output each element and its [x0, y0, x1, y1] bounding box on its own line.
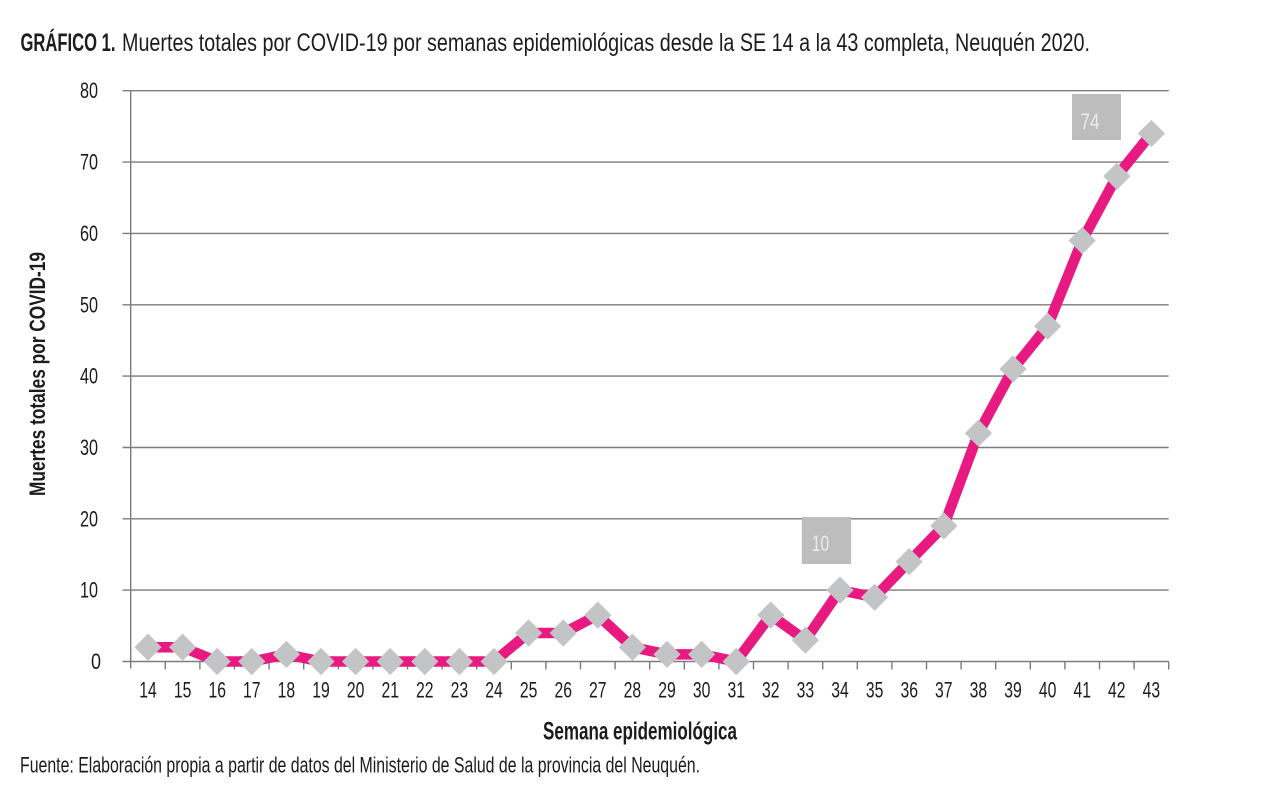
svg-text:18: 18	[278, 678, 296, 703]
svg-text:27: 27	[589, 678, 607, 703]
svg-text:43: 43	[1143, 678, 1161, 703]
svg-text:50: 50	[80, 292, 98, 317]
svg-text:17: 17	[243, 678, 261, 703]
svg-text:20: 20	[80, 506, 98, 531]
svg-text:32: 32	[762, 678, 780, 703]
svg-text:70: 70	[80, 150, 98, 175]
svg-text:38: 38	[970, 678, 988, 703]
svg-text:34: 34	[831, 678, 849, 703]
svg-text:22: 22	[416, 678, 434, 703]
svg-text:0: 0	[91, 649, 101, 674]
svg-text:28: 28	[624, 678, 642, 703]
svg-text:40: 40	[80, 364, 98, 389]
svg-text:30: 30	[80, 435, 98, 460]
svg-text:26: 26	[554, 678, 572, 703]
svg-text:15: 15	[174, 678, 192, 703]
svg-text:25: 25	[520, 678, 538, 703]
svg-text:74: 74	[1081, 109, 1100, 134]
svg-text:Muertes totales por COVID-19 p: Muertes totales por COVID-19 por semanas…	[122, 29, 1090, 57]
svg-text:30: 30	[693, 678, 711, 703]
svg-text:Fuente: Elaboración propia a p: Fuente: Elaboración propia a partir de d…	[20, 753, 700, 778]
svg-text:20: 20	[347, 678, 365, 703]
svg-text:33: 33	[797, 678, 815, 703]
svg-text:14: 14	[139, 678, 157, 703]
svg-text:Muertes totales por COVID-19: Muertes totales por COVID-19	[25, 252, 50, 496]
svg-text:23: 23	[451, 678, 469, 703]
svg-text:31: 31	[727, 678, 745, 703]
svg-text:21: 21	[381, 678, 399, 703]
svg-text:80: 80	[80, 78, 98, 103]
svg-text:10: 10	[812, 531, 830, 556]
svg-text:40: 40	[1039, 678, 1057, 703]
svg-text:29: 29	[658, 678, 676, 703]
svg-text:60: 60	[80, 221, 98, 246]
svg-text:GRÁFICO 1.: GRÁFICO 1.	[21, 28, 116, 57]
svg-text:24: 24	[485, 678, 503, 703]
svg-text:Semana epidemiológica: Semana epidemiológica	[543, 718, 738, 746]
svg-text:35: 35	[866, 678, 884, 703]
svg-text:36: 36	[900, 678, 918, 703]
svg-text:19: 19	[312, 678, 330, 703]
svg-text:39: 39	[1004, 678, 1022, 703]
svg-text:16: 16	[208, 678, 226, 703]
svg-text:10: 10	[80, 578, 98, 603]
svg-text:41: 41	[1073, 678, 1091, 703]
svg-text:42: 42	[1108, 678, 1126, 703]
svg-text:37: 37	[935, 678, 953, 703]
